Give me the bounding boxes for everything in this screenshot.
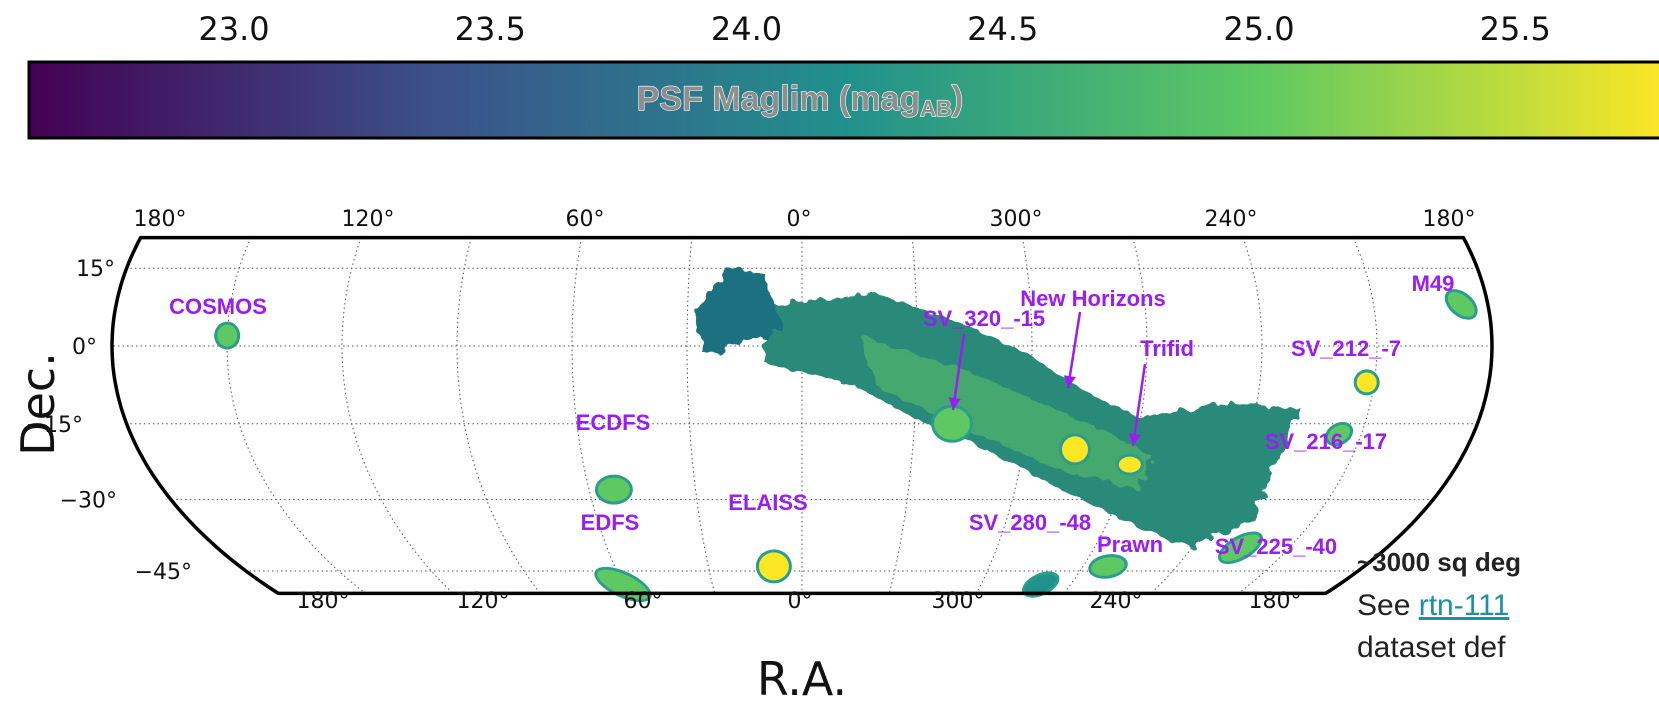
dec-tick-label: 15° bbox=[76, 257, 115, 282]
field-marker bbox=[594, 474, 633, 505]
field-marker bbox=[1353, 369, 1380, 396]
field-core bbox=[758, 552, 789, 581]
top-ra-tick-label: 300° bbox=[990, 207, 1043, 232]
field-marker bbox=[1324, 421, 1354, 447]
axis-ticks: 180° 120° 60° 0° 300° 240° 180° 180° 120° 60° 0° 30… bbox=[26, 207, 1476, 614]
survey-north-patch bbox=[695, 268, 783, 357]
field-label: New Horizons bbox=[1020, 286, 1165, 311]
y-axis-label: Dec. bbox=[11, 352, 65, 456]
map-outline bbox=[110, 235, 1494, 596]
colorbar-gradient bbox=[27, 60, 1659, 140]
x-axis-label: R.A. bbox=[757, 652, 847, 706]
field-label: SV_225_-40 bbox=[1215, 534, 1337, 559]
rtn-111-link[interactable]: rtn-111 bbox=[1418, 589, 1510, 622]
field-label: ECDFS bbox=[576, 410, 651, 435]
top-ra-tick-label: 120° bbox=[342, 207, 395, 232]
dataset-definition-text: dataset def bbox=[1357, 631, 1506, 664]
field-core bbox=[1024, 574, 1057, 595]
bottom-ra-tick-label: 0° bbox=[788, 589, 813, 614]
field-label: Trifid bbox=[1140, 336, 1194, 361]
annotation-arrow-line bbox=[1066, 311, 1082, 389]
annotation-arrow-line bbox=[951, 333, 966, 411]
field-label: SV_320_-15 bbox=[923, 306, 1045, 331]
meridian-line bbox=[226, 237, 366, 594]
field-label: EDFS bbox=[581, 510, 640, 535]
field-marker bbox=[1218, 531, 1263, 565]
survey-area-text: ~3000 sq deg bbox=[1357, 547, 1522, 577]
bottom-ra-tick-label: 300° bbox=[932, 589, 985, 614]
see-reference: See rtn-111 bbox=[1357, 589, 1510, 622]
colorbar-tick-label: 25.0 bbox=[1223, 10, 1294, 48]
field-marker bbox=[214, 321, 241, 350]
field-marker bbox=[1088, 554, 1128, 579]
meridian-line bbox=[456, 237, 541, 594]
field-label: Prawn bbox=[1097, 532, 1163, 557]
field-label: SV_216_-17 bbox=[1265, 429, 1387, 454]
top-ra-tick-label: 240° bbox=[1205, 207, 1258, 232]
side-note: ~3000 sq deg See rtn-111 dataset def bbox=[1357, 540, 1659, 668]
field-core bbox=[1447, 292, 1475, 317]
field-core bbox=[1356, 372, 1377, 393]
dec-tick-label: −45° bbox=[135, 560, 192, 585]
meridian-line bbox=[1238, 237, 1378, 594]
field-marker bbox=[755, 549, 792, 584]
meridian-line bbox=[686, 237, 716, 594]
top-ra-tick-label: 60° bbox=[566, 207, 605, 232]
dec-tick-label: −15° bbox=[26, 413, 83, 438]
bottom-ra-tick-label: 60° bbox=[624, 589, 663, 614]
annotation-arrow-head bbox=[948, 397, 961, 410]
colorbar-tick-label: 23.0 bbox=[198, 10, 269, 48]
dec-tick-label: 0° bbox=[72, 335, 97, 360]
meridian-line bbox=[888, 237, 918, 594]
field-core bbox=[217, 324, 238, 347]
field-marker bbox=[931, 404, 974, 443]
annotation-arrow-head bbox=[1063, 375, 1076, 388]
field-markers bbox=[214, 289, 1478, 603]
dec-tick-label: −30° bbox=[60, 489, 117, 514]
field-marker bbox=[1115, 453, 1144, 476]
top-ra-tick-label: 180° bbox=[1423, 207, 1476, 232]
colorbar-tick-label: 24.0 bbox=[711, 10, 782, 48]
field-label: SV_212_-7 bbox=[1291, 336, 1401, 361]
field-core bbox=[934, 407, 971, 440]
top-ra-tick-label: 180° bbox=[134, 207, 187, 232]
field-label: ELAISS bbox=[728, 490, 807, 515]
colorbar-tick-label: 23.5 bbox=[455, 10, 526, 48]
colorbar-label: PSF Maglim (magAB) bbox=[637, 80, 963, 121]
annotation-arrow-line bbox=[1131, 363, 1147, 447]
field-label: SV_280_-48 bbox=[969, 510, 1091, 535]
bottom-ra-tick-label: 180° bbox=[1249, 589, 1302, 614]
field-marker bbox=[1059, 433, 1091, 466]
annotation-arrows bbox=[948, 311, 1147, 447]
annotation-arrow-head bbox=[1128, 433, 1141, 446]
field-core bbox=[1220, 534, 1261, 562]
bottom-ra-tick-label: 120° bbox=[457, 589, 510, 614]
field-label: M49 bbox=[1412, 271, 1455, 296]
field-label: COSMOS bbox=[169, 294, 267, 319]
meridian-line bbox=[341, 237, 454, 594]
colorbar-tick-label: 24.5 bbox=[967, 10, 1038, 48]
top-ra-tick-label: 0° bbox=[787, 207, 812, 232]
bottom-ra-tick-label: 240° bbox=[1090, 589, 1143, 614]
bottom-ra-tick-label: 180° bbox=[297, 589, 350, 614]
colorbar: 23.0 23.5 24.0 24.5 25.0 25.5 PSF Maglim (mag… bbox=[27, 10, 1659, 140]
field-core bbox=[1091, 557, 1125, 576]
field-marker bbox=[1444, 289, 1478, 320]
colorbar-tick-label: 25.5 bbox=[1480, 10, 1551, 48]
field-core bbox=[1118, 456, 1141, 473]
field-core bbox=[1327, 424, 1351, 444]
field-marker bbox=[1021, 571, 1060, 598]
field-core bbox=[1062, 436, 1088, 463]
field-core bbox=[597, 477, 630, 502]
colorbar-ticks: 23.0 23.5 24.0 24.5 25.0 25.5 bbox=[198, 10, 1567, 74]
